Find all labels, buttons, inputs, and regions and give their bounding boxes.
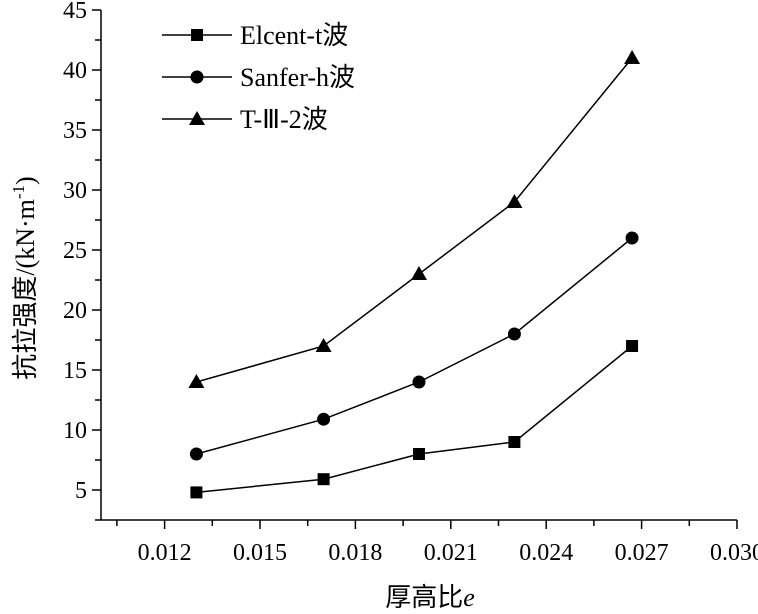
- y-tick-label: 25: [63, 238, 87, 264]
- data-point: [413, 448, 425, 460]
- data-point: [317, 473, 330, 486]
- data-point: [190, 486, 203, 499]
- data-point: [506, 194, 523, 208]
- series-layer: [188, 50, 641, 499]
- x-tick-label: 0.012: [138, 540, 192, 566]
- data-point: [315, 338, 332, 352]
- series-circle: [189, 231, 639, 461]
- legend-label: Elcent-t波: [240, 21, 348, 50]
- x-tick-label: 0.018: [328, 540, 382, 566]
- y-tick-label: 10: [63, 418, 87, 444]
- axes: 0.012 0.015 0.018 0.021 0.024 0.027 0.030 5 10 15…: [63, 0, 758, 566]
- x-tick-label: 0.027: [615, 540, 669, 566]
- series-triangle: [188, 50, 641, 388]
- y-tick-label: 45: [63, 0, 87, 24]
- y-axis-title: 抗拉强度/(kN·m-1): [9, 176, 40, 379]
- y-tick-label: 30: [63, 178, 87, 204]
- legend-entry: Sanfer-h波: [162, 63, 355, 92]
- data-point: [625, 231, 639, 245]
- data-point: [411, 266, 427, 280]
- series-square: [190, 340, 639, 499]
- data-point: [507, 327, 521, 341]
- x-tick-label: 0.015: [233, 540, 287, 566]
- data-point: [189, 447, 203, 461]
- series-line: [196, 237, 633, 455]
- y-tick-label: 40: [63, 58, 87, 84]
- y-tick-label: 35: [63, 118, 87, 144]
- legend-label: T-Ⅲ-2波: [240, 105, 328, 134]
- legend-marker: [191, 29, 203, 41]
- data-point: [626, 340, 639, 352]
- x-tick-label: 0.030: [710, 540, 758, 566]
- legend-marker: [190, 70, 204, 84]
- data-point: [508, 436, 521, 448]
- data-point: [317, 412, 331, 426]
- legend-marker: [189, 111, 205, 125]
- x-tick-label: 0.024: [519, 540, 573, 566]
- legend-label: Sanfer-h波: [240, 63, 355, 92]
- data-point: [412, 375, 426, 389]
- y-tick-label: 15: [63, 358, 87, 384]
- data-point: [624, 50, 641, 64]
- y-tick-label: 5: [75, 478, 87, 504]
- legend: Elcent-t波 Sanfer-h波 T-Ⅲ-2波: [162, 21, 355, 134]
- y-tick-label: 20: [63, 298, 87, 324]
- series-line: [196, 345, 633, 494]
- x-axis-title: 厚高比e: [385, 583, 475, 612]
- x-tick-label: 0.021: [424, 540, 478, 566]
- legend-entry: T-Ⅲ-2波: [162, 105, 328, 134]
- data-point: [188, 374, 205, 388]
- legend-entry: Elcent-t波: [162, 21, 348, 50]
